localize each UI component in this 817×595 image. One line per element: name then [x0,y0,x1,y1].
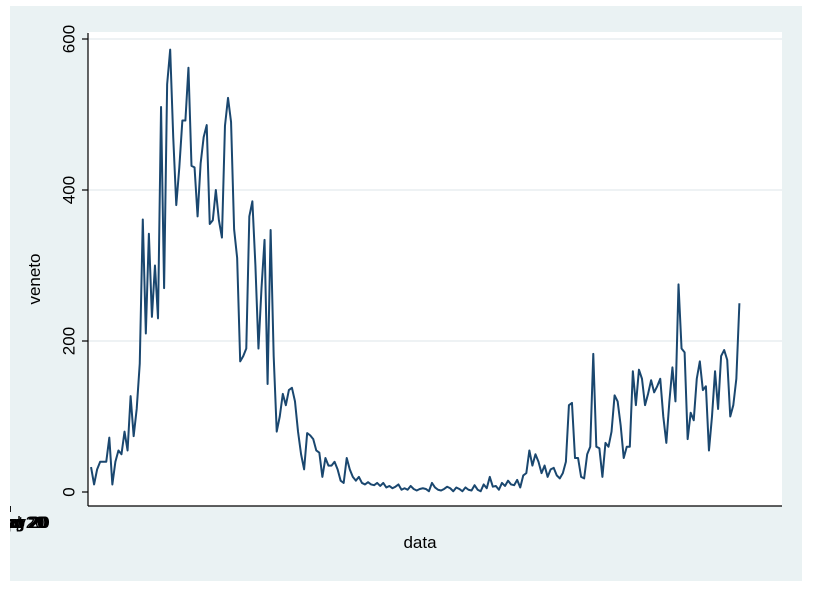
x-tick-label: 01 Jun 20 [10,513,47,532]
x-tick-label: 01 May 20 [10,513,50,532]
chart-frame: 0 200 400 600 01 Mar 2001 Apr 2001 May 2001 … [10,6,802,581]
y-tick-label: 600 [59,25,78,53]
y-tick-label: 200 [59,327,78,355]
x-axis-title: data [403,533,437,552]
y-axis-title: veneto [25,253,44,304]
plot-area [88,32,782,506]
x-tick-label: 01 Oct 20 [10,513,47,532]
y-tick-label: 0 [59,487,78,496]
line-chart: 0 200 400 600 01 Mar 2001 Apr 2001 May 2001 … [10,25,782,552]
x-tick-label: 01 Jul 20 [10,513,45,532]
x-tick-label: 01 Apr 20 [10,513,46,532]
x-tick-label: 01 Aug 20 [10,513,48,532]
series-line [90,48,741,493]
y-tick-label: 400 [59,176,78,204]
x-tick-label: 01 Sep 20 [10,513,49,532]
x-tick-label: 01 Mar 20 [10,513,48,532]
